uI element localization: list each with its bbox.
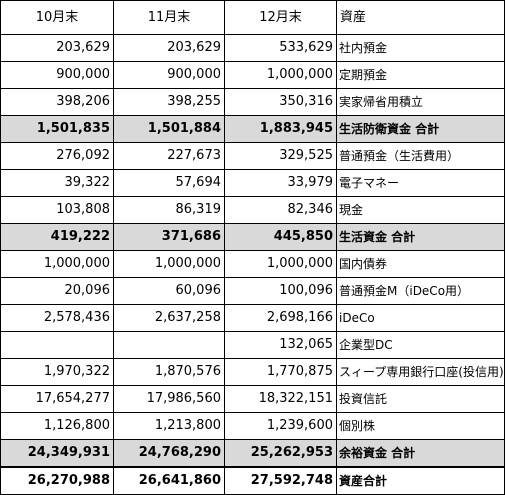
value-november: 2,637,258 xyxy=(113,304,225,332)
value-november: 57,694 xyxy=(113,169,225,197)
value-december: 2,698,166 xyxy=(224,304,337,332)
table-row: 2,578,436 2,637,258 2,698,166 iDeCo xyxy=(0,304,505,332)
value-december: 1,770,875 xyxy=(224,358,337,386)
asset-label: iDeCo xyxy=(336,304,505,332)
value-november: 203,629 xyxy=(113,34,225,62)
value-december: 1,883,945 xyxy=(224,115,337,143)
value-october: 26,270,988 xyxy=(0,466,114,495)
value-november: 60,096 xyxy=(113,277,225,305)
asset-label: 余裕資金 合計 xyxy=(336,439,505,468)
asset-label: 現金 xyxy=(336,196,505,224)
value-october: 103,808 xyxy=(0,196,114,224)
value-november: 26,641,860 xyxy=(113,466,225,495)
value-november: 86,319 xyxy=(113,196,225,224)
value-december: 100,096 xyxy=(224,277,337,305)
table-row: 17,654,277 17,986,560 18,322,151 投資信託 xyxy=(0,385,505,413)
value-december: 533,629 xyxy=(224,34,337,62)
asset-label: 普通預金（生活費用） xyxy=(336,142,505,170)
value-november: 1,213,800 xyxy=(113,412,225,440)
asset-label: 国内債券 xyxy=(336,250,505,278)
value-november xyxy=(113,331,225,359)
value-december: 33,979 xyxy=(224,169,337,197)
asset-label: 生活防衛資金 合計 xyxy=(336,115,505,143)
table-row: 1,126,800 1,213,800 1,239,600 個別株 xyxy=(0,412,505,440)
table-row: 276,092 227,673 329,525 普通預金（生活費用） xyxy=(0,142,505,170)
value-december: 18,322,151 xyxy=(224,385,337,413)
value-december: 27,592,748 xyxy=(224,466,337,495)
value-november: 1,870,576 xyxy=(113,358,225,386)
value-december: 132,065 xyxy=(224,331,337,359)
value-november: 1,501,884 xyxy=(113,115,225,143)
value-december: 445,850 xyxy=(224,223,337,251)
value-december: 350,316 xyxy=(224,88,337,116)
table-row: 1,970,322 1,870,576 1,770,875 スィープ専用銀行口座(投信… xyxy=(0,358,505,386)
table-row: 103,808 86,319 82,346 現金 xyxy=(0,196,505,224)
value-november: 17,986,560 xyxy=(113,385,225,413)
value-october: 2,578,436 xyxy=(0,304,114,332)
value-december: 1,000,000 xyxy=(224,250,337,278)
value-november: 398,255 xyxy=(113,88,225,116)
value-december: 1,000,000 xyxy=(224,61,337,89)
value-october: 1,970,322 xyxy=(0,358,114,386)
table-row: 39,322 57,694 33,979 電子マネー xyxy=(0,169,505,197)
grand-total-row: 26,270,988 26,641,860 27,592,748 資産合計 xyxy=(0,466,505,495)
value-november: 371,686 xyxy=(113,223,225,251)
value-october: 1,000,000 xyxy=(0,250,114,278)
asset-label: 定期預金 xyxy=(336,61,505,89)
value-december: 25,262,953 xyxy=(224,439,337,468)
asset-label: 社内預金 xyxy=(336,34,505,62)
table-row: 1,000,000 1,000,000 1,000,000 国内債券 xyxy=(0,250,505,278)
subtotal-row: 24,349,931 24,768,290 25,262,953 余裕資金 合計 xyxy=(0,439,505,468)
asset-label: 生活資金 合計 xyxy=(336,223,505,251)
value-october: 900,000 xyxy=(0,61,114,89)
table-row: 398,206 398,255 350,316 実家帰省用積立 xyxy=(0,88,505,116)
header-october: 10月末 xyxy=(0,0,114,35)
value-november: 1,000,000 xyxy=(113,250,225,278)
asset-label: 個別株 xyxy=(336,412,505,440)
asset-label: 普通預金M（iDeCo用） xyxy=(336,277,505,305)
value-november: 24,768,290 xyxy=(113,439,225,468)
value-october: 398,206 xyxy=(0,88,114,116)
table-row: 203,629 203,629 533,629 社内預金 xyxy=(0,34,505,62)
header-november: 11月末 xyxy=(113,0,225,35)
value-october: 276,092 xyxy=(0,142,114,170)
value-october: 24,349,931 xyxy=(0,439,114,468)
table-row: 900,000 900,000 1,000,000 定期預金 xyxy=(0,61,505,89)
asset-label: スィープ専用銀行口座(投信用) xyxy=(336,358,505,386)
header-asset: 資産 xyxy=(336,0,505,35)
value-october: 17,654,277 xyxy=(0,385,114,413)
subtotal-row: 419,222 371,686 445,850 生活資金 合計 xyxy=(0,223,505,251)
value-december: 82,346 xyxy=(224,196,337,224)
asset-label: 投資信託 xyxy=(336,385,505,413)
subtotal-row: 1,501,835 1,501,884 1,883,945 生活防衛資金 合計 xyxy=(0,115,505,143)
table-row: 20,096 60,096 100,096 普通預金M（iDeCo用） xyxy=(0,277,505,305)
asset-label: 企業型DC xyxy=(336,331,505,359)
value-november: 900,000 xyxy=(113,61,225,89)
value-october: 419,222 xyxy=(0,223,114,251)
header-row: 10月末 11月末 12月末 資産 xyxy=(0,0,505,35)
asset-label: 電子マネー xyxy=(336,169,505,197)
value-october xyxy=(0,331,114,359)
value-october: 1,501,835 xyxy=(0,115,114,143)
asset-label: 実家帰省用積立 xyxy=(336,88,505,116)
value-october: 39,322 xyxy=(0,169,114,197)
table-row: 132,065 企業型DC xyxy=(0,331,505,359)
asset-label: 資産合計 xyxy=(336,466,505,495)
header-december: 12月末 xyxy=(224,0,337,35)
value-october: 1,126,800 xyxy=(0,412,114,440)
value-october: 20,096 xyxy=(0,277,114,305)
value-december: 1,239,600 xyxy=(224,412,337,440)
value-november: 227,673 xyxy=(113,142,225,170)
value-october: 203,629 xyxy=(0,34,114,62)
value-december: 329,525 xyxy=(224,142,337,170)
